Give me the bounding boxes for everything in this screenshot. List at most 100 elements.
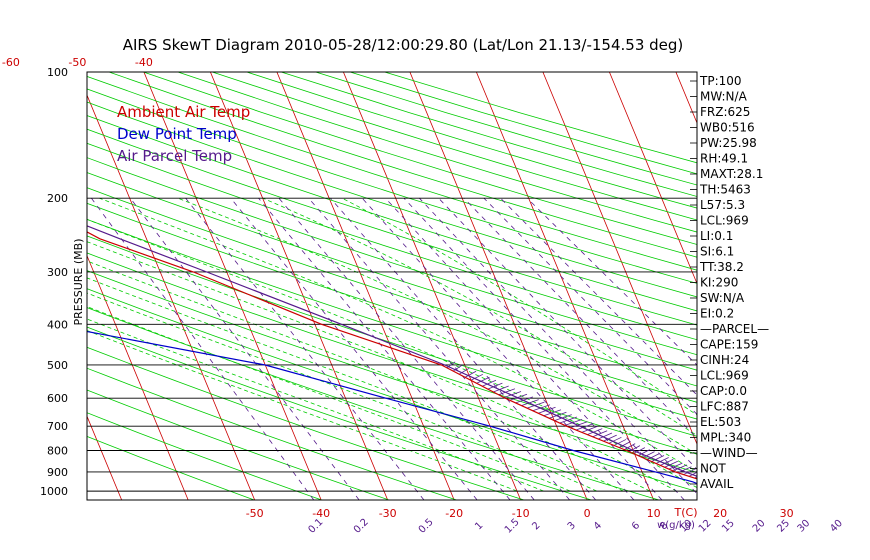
dry-adiabat-line <box>315 72 697 186</box>
dry-adiabat-line <box>87 436 255 500</box>
isotherm-line <box>87 94 256 500</box>
hatch-line <box>515 396 534 404</box>
top-temp-tick-label: -50 <box>68 56 86 69</box>
hatch-line <box>498 388 516 396</box>
mixing-ratio-label: 3 <box>566 520 578 532</box>
mixing-ratio-line <box>419 197 697 495</box>
index-label: EL:503 <box>700 415 741 429</box>
mixing-ratio-line <box>483 197 697 415</box>
hatch-line <box>559 416 578 424</box>
dry-adiabat-line <box>87 326 592 500</box>
dry-adiabat-line <box>87 157 697 356</box>
top-temp-tick-label: -60 <box>2 56 20 69</box>
hatch-line <box>628 445 641 452</box>
isotherm-line <box>542 72 697 446</box>
hatch-line <box>543 409 562 417</box>
hatch-line <box>624 443 636 450</box>
moist-adiabat-line <box>87 277 624 492</box>
index-label: MPL:340 <box>700 431 751 445</box>
mixing-ratio-line <box>500 197 697 396</box>
hatch-line <box>482 379 497 387</box>
dry-adiabat-line <box>87 172 697 371</box>
index-label: L57:5.3 <box>700 198 745 212</box>
hatch-line <box>677 466 692 474</box>
hatch-line <box>664 460 678 468</box>
dry-adiabat-line <box>87 412 322 500</box>
moist-adiabat-line <box>87 241 677 492</box>
hatch-line <box>668 462 683 470</box>
mixing-ratio-line <box>403 197 685 500</box>
mixing-ratio-label: 4 <box>592 520 604 532</box>
moist-adiabat-line <box>87 306 571 492</box>
hatch-line <box>694 476 697 479</box>
dry-adiabat-line <box>87 75 697 271</box>
plot-frame <box>86 71 698 501</box>
dry-adiabat-line <box>87 235 697 437</box>
dry-adiabat-line <box>108 72 697 258</box>
mixing-ratio-line <box>230 197 478 500</box>
hatch-line <box>660 458 674 466</box>
top-temp-tick-label: -40 <box>135 56 153 69</box>
index-label: NOT <box>700 462 726 476</box>
mixing-ratio-label: 1 <box>473 520 485 532</box>
hatch-line <box>538 406 556 414</box>
mixing-ratio-line <box>463 197 697 439</box>
hatch-line <box>581 425 598 433</box>
hatch-line <box>597 432 613 440</box>
dry-adiabat-line <box>87 307 660 500</box>
temp-tick-label: -10 <box>512 507 530 520</box>
mixing-ratio-label: 15 <box>720 518 737 535</box>
index-label: —PARCEL— <box>700 322 769 336</box>
temp-tick-label: 0 <box>584 507 591 520</box>
hatch-line <box>470 373 484 381</box>
mixing-ratio-line <box>385 197 663 500</box>
temp-tick-label: 20 <box>713 507 727 520</box>
index-label: SW:N/A <box>700 291 745 305</box>
index-label: LCL:969 <box>700 214 749 228</box>
index-label: LCL:969 <box>700 369 749 383</box>
isotherm-line <box>609 72 697 285</box>
index-label: FRZ:625 <box>700 105 750 119</box>
pressure-tick-label: 100 <box>47 66 68 79</box>
pressure-tick-label: 1000 <box>40 485 68 498</box>
hatch-line <box>503 391 522 398</box>
mixing-ratio-label: 25 <box>775 518 792 535</box>
temp-unit-label: T(C) <box>674 506 698 519</box>
series-line-dew-point-temp <box>87 330 697 485</box>
mixing-ratio-label: 40 <box>828 518 845 535</box>
index-label: LI:0.1 <box>700 229 733 243</box>
temp-tick-label: 10 <box>647 507 661 520</box>
hatch-line <box>688 471 697 477</box>
hatch-line <box>638 449 650 457</box>
mixing-ratio-line <box>129 197 360 500</box>
hatch-line <box>655 457 669 464</box>
hatch-line <box>493 385 509 393</box>
dry-adiabat-line <box>87 88 697 284</box>
mixing-ratio-line <box>361 197 635 500</box>
dry-adiabat-line <box>87 218 697 420</box>
isotherm-line <box>210 72 389 500</box>
index-label: TH:5463 <box>699 183 751 197</box>
hatch-line <box>651 455 665 462</box>
legend-entry: Air Parcel Temp <box>117 147 232 165</box>
profile-lines <box>87 225 697 485</box>
pressure-tick-label: 200 <box>47 192 68 205</box>
mixing-ratio-line <box>91 197 315 500</box>
index-label: RH:49.1 <box>700 152 748 166</box>
hatch-line <box>592 430 608 438</box>
y-axis-label: PRESSURE (MB) <box>72 239 85 326</box>
hatch-line <box>570 421 588 429</box>
mixing-ratio-label: 30 <box>796 518 813 535</box>
isotherm-line <box>0 72 55 500</box>
hatch-line <box>526 401 545 409</box>
hatch-line <box>554 414 572 422</box>
index-label: KI:290 <box>700 276 738 290</box>
dry-adiabat-line <box>87 202 697 403</box>
pressure-tick-label: 800 <box>47 445 68 458</box>
mixing-ratio-label: 0.2 <box>352 517 371 536</box>
isotherm-line <box>343 72 522 500</box>
dry-adiabat-line <box>246 72 697 209</box>
hatch-line <box>672 464 687 472</box>
